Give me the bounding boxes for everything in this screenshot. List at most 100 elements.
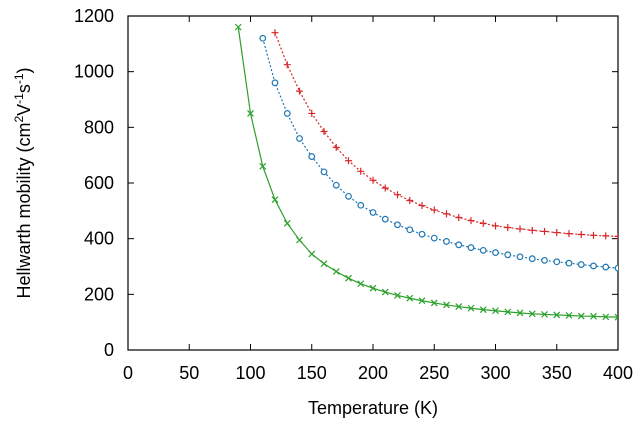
marker — [602, 313, 610, 321]
marker — [394, 221, 401, 229]
marker — [602, 263, 610, 271]
marker — [553, 311, 561, 319]
marker — [357, 201, 365, 209]
marker — [467, 217, 475, 225]
marker — [345, 157, 352, 165]
marker — [590, 312, 597, 320]
marker — [541, 227, 548, 235]
marker — [455, 303, 463, 311]
marker — [296, 236, 303, 244]
marker — [516, 253, 524, 261]
y-tick-label: 200 — [84, 284, 114, 304]
x-tick-label: 100 — [235, 363, 265, 383]
marker — [308, 109, 316, 117]
y-tick-label: 800 — [84, 117, 114, 137]
marker — [516, 309, 524, 317]
marker — [320, 168, 328, 176]
x-axis-label: Temperature (K) — [308, 398, 438, 418]
x-tick-label: 0 — [123, 363, 133, 383]
marker — [369, 176, 377, 184]
y-tick-label: 1200 — [74, 6, 114, 26]
marker — [577, 261, 585, 268]
marker — [406, 197, 414, 205]
marker — [565, 312, 573, 319]
marker — [614, 264, 618, 272]
x-tick-label: 200 — [358, 363, 388, 383]
marker — [369, 209, 377, 216]
marker — [492, 222, 499, 230]
marker — [259, 34, 267, 42]
y-axis-label-part: V — [14, 104, 34, 116]
series-line — [237, 27, 618, 318]
marker — [565, 230, 573, 238]
marker — [492, 307, 499, 315]
marker — [332, 143, 340, 151]
x-tick-label: 150 — [297, 363, 327, 383]
marker — [443, 301, 450, 309]
x-tick-label: 350 — [542, 363, 572, 383]
marker — [467, 304, 475, 312]
marker — [332, 268, 340, 275]
marker — [528, 310, 536, 318]
marker — [577, 312, 585, 320]
marker — [357, 280, 365, 288]
marker — [430, 299, 438, 307]
marker — [271, 196, 279, 204]
marker — [553, 229, 561, 237]
y-axis-label-part: 2 — [12, 116, 26, 123]
marker — [504, 308, 512, 316]
marker — [332, 181, 340, 189]
x-tick-label: 300 — [480, 363, 510, 383]
marker — [430, 234, 438, 242]
marker — [455, 241, 463, 249]
marker — [357, 167, 365, 175]
marker — [418, 297, 426, 305]
marker — [283, 110, 291, 117]
marker — [614, 313, 618, 321]
plot-area — [234, 23, 618, 321]
marker — [271, 79, 279, 87]
marker — [259, 162, 267, 170]
marker — [443, 238, 450, 245]
marker — [528, 226, 536, 234]
y-axis-label-part: -1 — [12, 73, 26, 84]
marker — [577, 230, 585, 238]
x-tick-label: 400 — [603, 363, 633, 383]
marker — [418, 230, 426, 238]
marker — [381, 215, 389, 223]
y-axis-label-part: -1 — [12, 93, 26, 104]
marker — [234, 23, 242, 31]
marker — [541, 310, 548, 318]
marker — [283, 61, 291, 69]
marker — [467, 244, 475, 251]
marker — [308, 153, 316, 160]
marker — [296, 87, 303, 95]
marker — [565, 259, 573, 267]
series-line — [274, 32, 618, 238]
marker — [418, 202, 426, 210]
y-tick-label: 1000 — [74, 62, 114, 82]
marker — [247, 109, 254, 117]
marker — [614, 232, 618, 240]
y-tick-label: 400 — [84, 229, 114, 249]
marker — [504, 251, 512, 259]
marker — [283, 219, 291, 227]
marker — [516, 225, 524, 233]
marker — [296, 135, 303, 142]
marker — [320, 128, 328, 136]
marker — [590, 231, 597, 239]
marker — [271, 29, 279, 37]
marker — [345, 192, 352, 200]
marker — [394, 292, 401, 299]
marker — [394, 191, 401, 199]
marker — [320, 260, 328, 268]
marker — [455, 214, 463, 222]
marker — [430, 206, 438, 214]
marker — [443, 210, 450, 218]
marker — [479, 306, 487, 314]
marker — [381, 288, 389, 296]
marker — [479, 219, 487, 227]
marker — [590, 262, 597, 270]
y-tick-label: 0 — [104, 340, 114, 360]
y-axis-label: Hellwarth mobility (cm2V-1s-1) — [12, 67, 34, 298]
